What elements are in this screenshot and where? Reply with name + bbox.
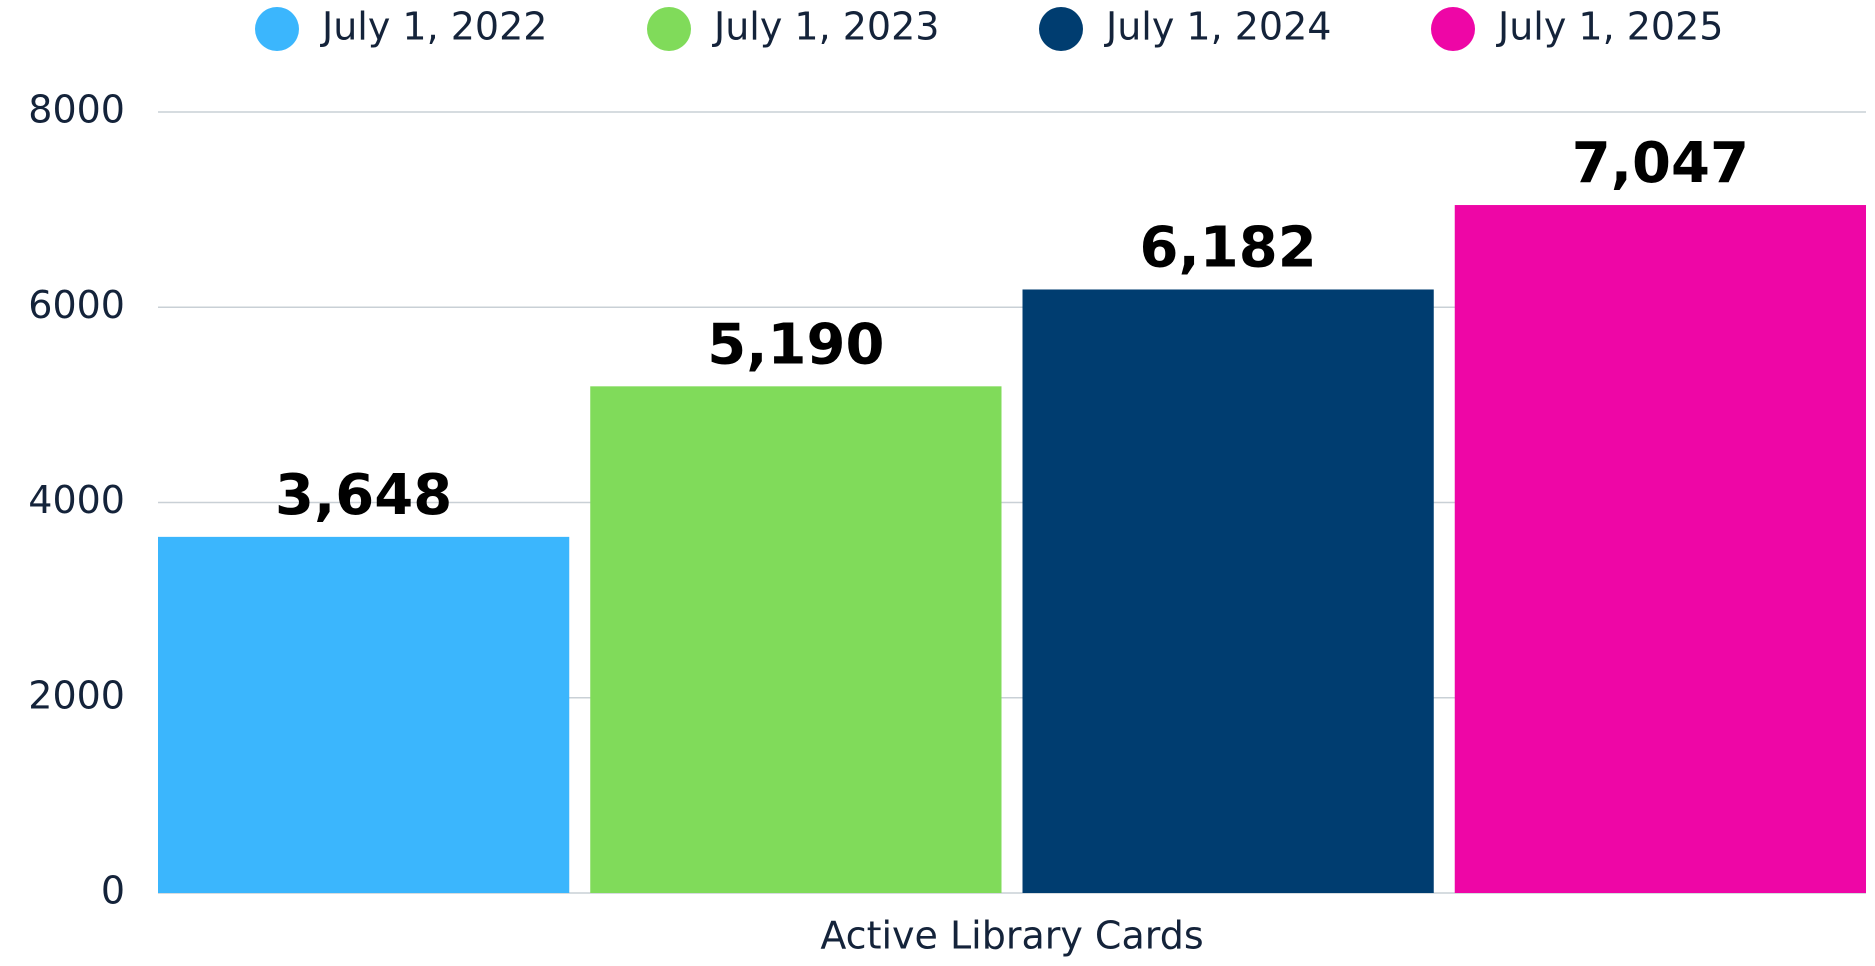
y-tick-label: 8000: [28, 88, 125, 132]
bar: [1022, 289, 1434, 893]
value-label: 6,182: [1140, 216, 1317, 281]
legend-swatch: [255, 7, 299, 51]
y-tick-label: 4000: [28, 478, 125, 522]
y-tick-label: 6000: [28, 283, 125, 327]
x-tick-label: Active Library Cards: [820, 914, 1203, 958]
legend-swatch: [647, 7, 691, 51]
bar: [158, 536, 570, 893]
value-label: 5,190: [707, 312, 884, 377]
legend-swatch: [1039, 7, 1083, 51]
legend-label: July 1, 2025: [1496, 5, 1723, 49]
legend-label: July 1, 2023: [712, 5, 939, 49]
legend-label: July 1, 2024: [1104, 5, 1331, 49]
value-label: 3,648: [275, 463, 452, 528]
y-tick-label: 2000: [28, 673, 125, 717]
legend-swatch: [1431, 7, 1475, 51]
legend-label: July 1, 2022: [320, 5, 547, 49]
y-tick-label: 0: [101, 869, 125, 913]
value-label: 7,047: [1572, 131, 1749, 196]
bar: [1454, 205, 1866, 893]
bar: [590, 386, 1002, 893]
